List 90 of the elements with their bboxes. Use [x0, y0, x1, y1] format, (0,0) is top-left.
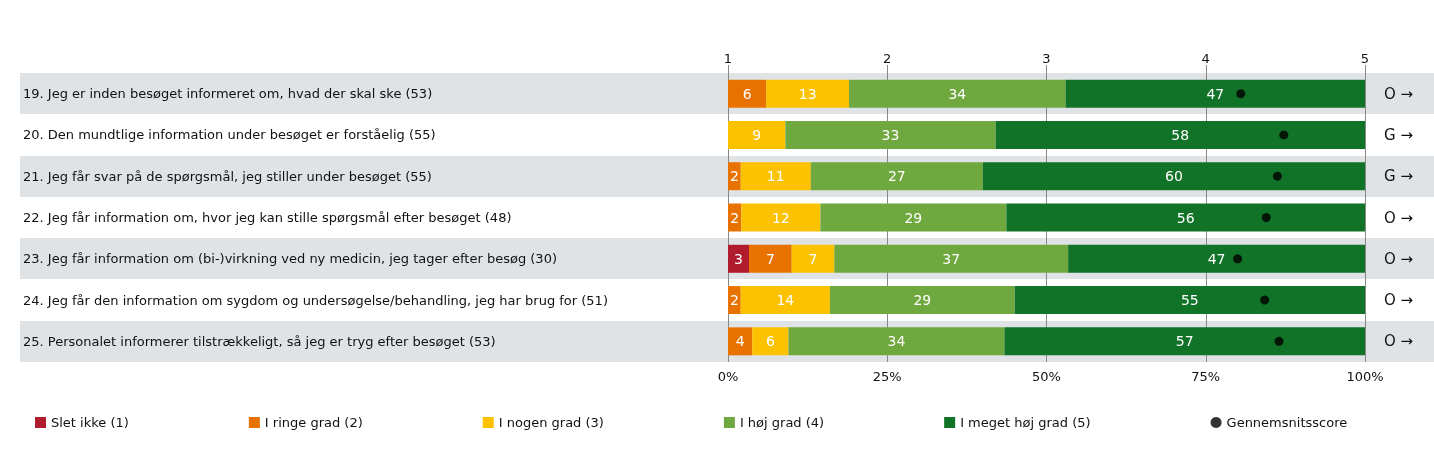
bar: [829, 286, 1015, 315]
text: O →: [1384, 332, 1414, 351]
point: [1261, 213, 1271, 222]
data-label: 11: [766, 168, 785, 185]
data-label: 27: [887, 168, 906, 185]
data-label: 14: [776, 292, 795, 309]
bar: [728, 327, 753, 356]
bar: [1065, 79, 1365, 108]
y-tick-label: 25. Personalet informerer tilstrækkeligt, så jeg er tryg efter besøget (53): [23, 333, 496, 349]
data-label: 56: [1176, 209, 1195, 226]
bar: [1014, 286, 1365, 315]
text: O →: [1384, 208, 1414, 227]
x-tick-label: 100%: [1346, 369, 1384, 384]
data-label: 60: [1164, 168, 1183, 185]
y-tick-label: 20. Den mundtlige information under besøget er forståelig (55): [23, 127, 436, 143]
data-label: 47: [1207, 250, 1226, 267]
bar: [849, 79, 1066, 108]
data-label: 7: [765, 250, 775, 267]
bar: [791, 244, 835, 273]
x2-tick-label: 5: [1360, 51, 1370, 66]
data-label: 58: [1171, 126, 1190, 143]
data-label: 29: [904, 209, 923, 226]
y-tick-label: 23. Jeg får information om (bi-)virkning ved ny medicin, jeg tager efter besøg (30): [23, 251, 557, 267]
text: O →: [1384, 249, 1414, 268]
bar: [741, 203, 821, 232]
data-label: 37: [942, 250, 961, 267]
bar: [1068, 244, 1365, 273]
x2-tick-label: 3: [1042, 51, 1051, 66]
legend-label: I meget høj grad (5): [960, 415, 1091, 430]
y-tick-label: 19. Jeg er inden besøget informeret om, hvad der skal ske (53): [23, 86, 433, 102]
point: [1272, 171, 1282, 181]
data-label: 6: [765, 333, 775, 350]
bar: [1004, 327, 1365, 356]
legend-label: I ringe grad (2): [264, 415, 363, 430]
legend-label: I høj grad (4): [739, 415, 825, 430]
point: [1236, 89, 1246, 99]
point: [1260, 295, 1270, 305]
data-label: 6: [742, 85, 752, 102]
data-label: 29: [913, 292, 932, 309]
bar: [766, 79, 850, 108]
x2-tick-label: 1: [723, 51, 733, 66]
data-label: 7: [808, 250, 818, 267]
bar: [788, 327, 1005, 356]
bar: [752, 327, 789, 356]
bar: [982, 162, 1365, 191]
bar: [728, 79, 767, 108]
data-label: 3: [734, 250, 743, 267]
bar: [785, 120, 996, 149]
data-label: 9: [752, 126, 762, 143]
bar: [810, 162, 983, 191]
legend-label: Slet ikke (1): [51, 415, 129, 430]
x-tick-label: 75%: [1191, 369, 1221, 384]
bar: [1006, 203, 1365, 232]
bar: [749, 244, 792, 273]
bar: [995, 120, 1365, 149]
data-label: 57: [1175, 333, 1194, 350]
data-label: 2: [729, 292, 739, 309]
data-label: 33: [881, 126, 900, 143]
data-label: 2: [730, 209, 740, 226]
text: G →: [1384, 125, 1413, 144]
text: O →: [1384, 84, 1414, 103]
x-tick-label: 25%: [872, 369, 902, 384]
bar: [728, 244, 750, 273]
data-label: 55: [1180, 292, 1199, 309]
bar: [728, 120, 786, 149]
x2-tick-label: 2: [883, 51, 892, 66]
data-label: 34: [948, 85, 967, 102]
y-tick-label: 21. Jeg får svar på de spørgsmål, jeg stiller under besøget (55): [23, 168, 432, 184]
y-tick-label: 22. Jeg får information om, hvor jeg kan stille spørgsmål efter besøget (48): [23, 210, 512, 225]
y-tick-label: 24. Jeg får den information om sygdom og undersøgelse/behandling, jeg har brug for (51): [23, 292, 608, 308]
legend-label: I nogen grad (3): [498, 415, 604, 430]
text: G →: [1384, 167, 1413, 186]
data-label: 2: [729, 168, 739, 185]
point: [1274, 336, 1284, 346]
data-label: 4: [735, 333, 745, 350]
legend-label: Gennemsnitsscore: [1226, 415, 1348, 430]
data-label: 13: [798, 85, 817, 102]
data-label: 47: [1206, 85, 1225, 102]
bar: [740, 162, 811, 191]
x-tick-label: 50%: [1032, 369, 1061, 384]
bar: [834, 244, 1069, 273]
point: [1279, 130, 1289, 140]
bar: [740, 286, 830, 315]
x2-tick-label: 4: [1201, 51, 1210, 66]
bar: [820, 203, 1007, 232]
x-tick-label: 0%: [717, 369, 739, 384]
data-label: 34: [887, 333, 906, 350]
point: [1233, 254, 1243, 264]
data-label: 12: [771, 209, 790, 226]
text: O →: [1384, 291, 1414, 310]
